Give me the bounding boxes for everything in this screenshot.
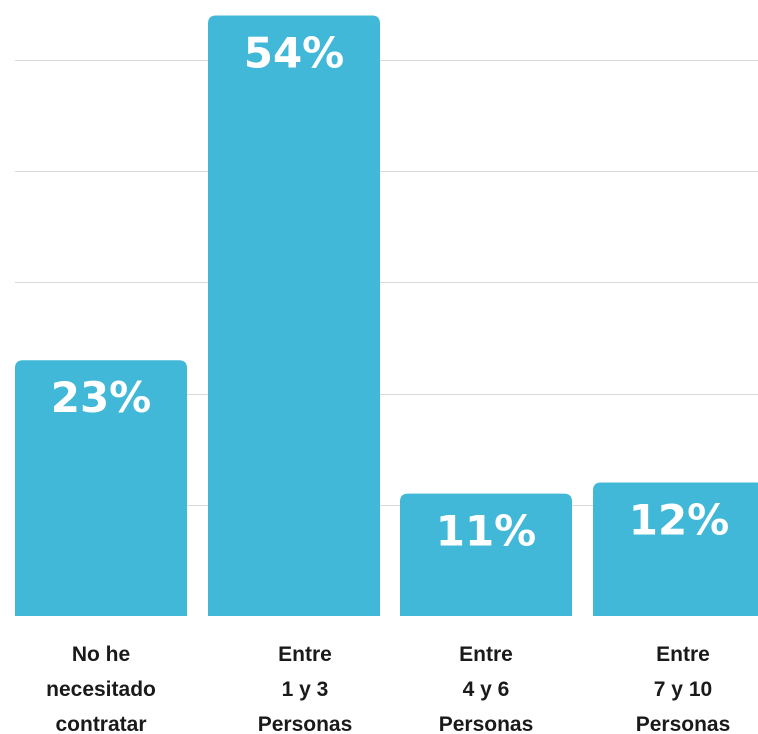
category-label-line: Personas — [439, 713, 534, 734]
category-label-line: 7 y 10 — [654, 678, 712, 701]
category-label-line: No he — [72, 643, 130, 666]
category-label-line: Personas — [636, 713, 731, 734]
data-label-2: 54% — [244, 29, 345, 78]
category-label-line: Personas — [258, 713, 353, 734]
data-labels: 23% 54% 11% 12% — [51, 29, 730, 556]
category-label-1: No he necesitado contratar — [46, 643, 156, 734]
category-label-3: Entre 4 y 6 Personas — [439, 643, 534, 734]
bar-2 — [208, 15, 380, 616]
bars — [15, 15, 758, 616]
category-label-line: necesitado — [46, 678, 156, 701]
category-label-line: Entre — [459, 643, 513, 666]
category-label-line: Entre — [656, 643, 710, 666]
category-labels: No he necesitado contratar Entre 1 y 3 Person… — [46, 643, 730, 734]
data-label-4: 12% — [629, 496, 730, 545]
category-label-line: 4 y 6 — [463, 678, 510, 701]
bar-3 — [400, 493, 572, 616]
category-label-4: Entre 7 y 10 Personas — [636, 643, 731, 734]
category-label-line: Entre — [278, 643, 332, 666]
category-label-2: Entre 1 y 3 Personas — [258, 643, 353, 734]
data-label-1: 23% — [51, 373, 152, 422]
category-label-line: 1 y 3 — [282, 678, 329, 701]
data-label-3: 11% — [436, 507, 537, 556]
bar-4 — [593, 482, 758, 616]
bar-1 — [15, 360, 187, 616]
category-label-line: contratar — [55, 713, 146, 734]
